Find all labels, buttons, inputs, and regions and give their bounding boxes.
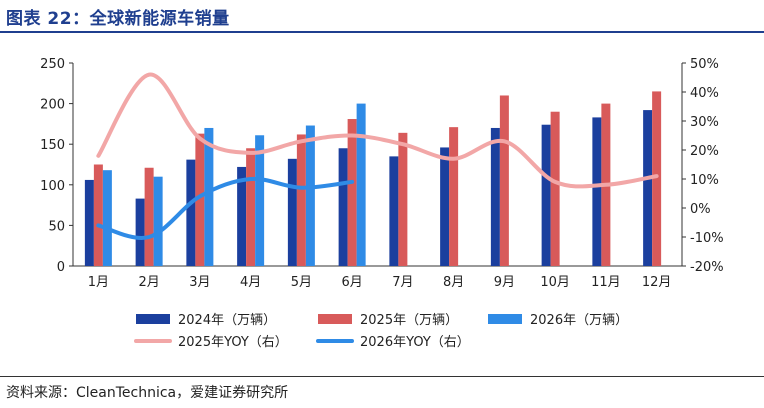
sales-chart: 0 50 100 150 200 250 -20% -10% 0% 10% 20% 30% 40% 50%… (40, 57, 724, 350)
source-divider (0, 376, 764, 377)
right-tick-label: 30% (690, 115, 719, 130)
bar-3 (255, 135, 265, 266)
bar-2 (195, 133, 205, 266)
left-tick-label: 0 (57, 260, 65, 275)
legend-swatch (488, 314, 522, 324)
bar-1 (287, 158, 297, 266)
bar-1 (541, 124, 551, 266)
legend-swatch (318, 314, 352, 324)
right-tick-label: -10% (690, 231, 724, 246)
right-tick-label: 40% (690, 86, 719, 101)
bar-3 (102, 170, 112, 266)
left-tick-label: 50 (48, 219, 65, 234)
bar-2 (93, 164, 103, 266)
x-tick-label: 2月 (138, 275, 159, 290)
right-tick-label: 0% (690, 202, 711, 217)
bar-3 (356, 103, 366, 266)
x-tick-label: 8月 (443, 275, 464, 290)
legend-swatch (136, 314, 170, 324)
bar-2 (144, 167, 154, 266)
right-tick-label: 50% (690, 57, 719, 72)
bar-1 (643, 110, 653, 266)
x-tick-label: 5月 (291, 275, 312, 290)
chart-title: 图表 22：全球新能源车销量 (6, 9, 230, 29)
yoy-line-2 (96, 176, 355, 240)
bar-3 (153, 176, 163, 266)
bar-1 (84, 179, 94, 266)
bar-1 (237, 166, 247, 266)
bar-2 (296, 134, 306, 266)
x-tick-label: 4月 (240, 275, 261, 290)
bar-1 (135, 198, 145, 266)
bar-1 (338, 148, 348, 266)
legend-label: 2026年YOY（右） (360, 335, 470, 350)
bar-2 (652, 91, 662, 266)
x-tick-label: 7月 (392, 275, 413, 290)
legend-label: 2024年（万辆） (178, 313, 276, 328)
bar-2 (550, 111, 560, 266)
title-divider (0, 31, 764, 33)
x-tick-label: 11月 (591, 275, 621, 290)
legend-label: 2026年（万辆） (530, 313, 628, 328)
source-note: 资料来源：CleanTechnica，爱建证券研究所 (6, 385, 289, 401)
left-tick-label: 250 (40, 57, 65, 72)
x-tick-label: 9月 (494, 275, 515, 290)
bar-3 (305, 125, 315, 266)
left-tick-label: 200 (40, 98, 65, 113)
bar-1 (440, 147, 450, 266)
bar-3 (204, 127, 214, 267)
x-tick-label: 10月 (540, 275, 570, 290)
bar-1 (186, 159, 196, 266)
bar-1 (490, 127, 500, 267)
bar-2 (499, 95, 509, 266)
bar-1 (389, 156, 399, 266)
bar-2 (246, 148, 256, 266)
left-tick-label: 100 (40, 179, 65, 194)
right-tick-label: 10% (690, 173, 719, 188)
x-tick-label: 12月 (642, 275, 672, 290)
x-tick-label: 1月 (88, 275, 109, 290)
yoy-line-1 (96, 72, 659, 189)
bar-2 (398, 132, 408, 266)
bar-1 (592, 117, 602, 267)
legend-label: 2025年YOY（右） (178, 335, 288, 350)
legend-label: 2025年（万辆） (360, 313, 458, 328)
x-tick-label: 3月 (189, 275, 210, 290)
bar-2 (449, 127, 459, 266)
x-tick-label: 6月 (341, 275, 362, 290)
right-tick-label: 20% (690, 144, 719, 159)
right-tick-label: -20% (690, 260, 724, 275)
left-tick-label: 150 (40, 138, 65, 153)
bar-2 (347, 119, 357, 266)
